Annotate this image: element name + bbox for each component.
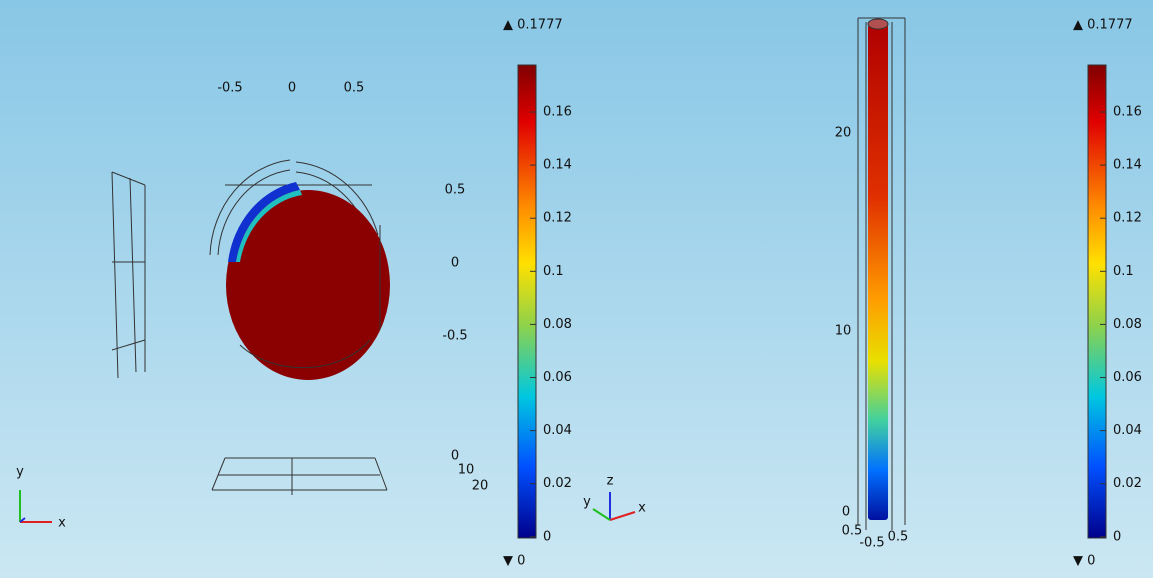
colorbar [1088,65,1106,538]
z-tick: 0 [451,449,459,464]
viewport: -0.5 0 0.5 0.5 0 -0.5 0 10 20 y x ▲ 0.17… [0,0,1153,578]
colorbar-tick-label: 0.06 [1113,370,1142,385]
colorbar-tick-label: 0 [543,529,551,544]
colorbar-tick-label: 0.02 [543,476,572,491]
colorbar-tick-label: 0.08 [543,317,572,332]
xy-tick: -0.5 [859,536,884,551]
x-tick: -0.5 [217,81,242,96]
colorbar-tick-label: 0.16 [543,105,572,120]
axis-label: x [638,501,646,516]
colorbar-min: ▼ 0 [1073,554,1095,569]
z-tick: 20 [835,126,852,141]
z-tick: 0 [842,505,850,520]
y-tick: -0.5 [442,329,467,344]
colorbar-tick-label: 0.08 [1113,317,1142,332]
colorbar-tick-label: 0.12 [1113,211,1142,226]
y-tick: 0.5 [445,183,466,198]
colorbar-tick-label: 0.1 [1113,264,1134,279]
colorbar-tick-label: 0.04 [543,423,572,438]
colorbar-min: ▼ 0 [503,554,525,569]
colorbar-tick-label: 0.02 [1113,476,1142,491]
colorbar-max: ▲ 0.1777 [503,18,563,33]
x-tick: 0 [288,81,296,96]
z-tick: 20 [472,479,489,494]
background [0,0,1153,578]
axis-label: z [607,474,614,489]
z-tick: 10 [835,324,852,339]
colorbar [518,65,536,538]
x-tick: 0.5 [344,81,365,96]
colorbar-tick-label: 0.14 [543,158,572,173]
colorbar-tick-label: 0.04 [1113,423,1142,438]
axis-label: y [583,495,591,510]
colorbar-max: ▲ 0.1777 [1073,18,1133,33]
y-tick: 0 [451,256,459,271]
xy-tick: 0.5 [888,530,909,545]
axis-label: x [58,516,66,531]
tube [868,24,888,520]
z-tick: 10 [458,463,475,478]
colorbar-tick-label: 0 [1113,529,1121,544]
colorbar-tick-label: 0.14 [1113,158,1142,173]
colorbar-tick-label: 0.1 [543,264,564,279]
colorbar-tick-label: 0.12 [543,211,572,226]
colorbar-tick-label: 0.16 [1113,105,1142,120]
colorbar-tick-label: 0.06 [543,370,572,385]
axis-label: y [16,465,24,480]
